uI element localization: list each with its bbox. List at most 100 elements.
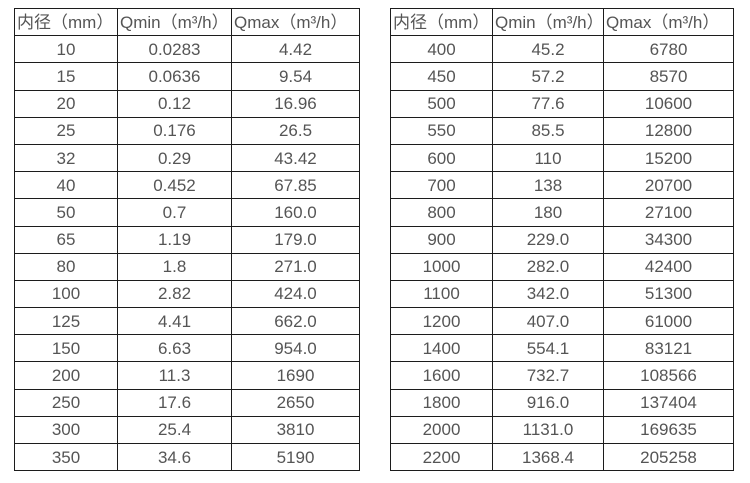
table-cell: 0.0283 (117, 35, 232, 64)
table-row: 1600 732.7 108566 (390, 361, 734, 390)
table-cell: 34300 (603, 225, 734, 254)
table-cell: 1.19 (117, 225, 232, 254)
table-row: 150 6.63 954.0 (14, 334, 360, 363)
table-row: 20 0.12 16.96 (14, 89, 360, 118)
table-cell: 43.42 (231, 143, 360, 173)
table-row: 400 45.2 6780 (390, 35, 734, 64)
table-cell: 1400 (390, 334, 493, 363)
table-cell: 27100 (603, 198, 734, 227)
table-row: 15 0.0636 9.54 (14, 62, 360, 91)
table-row: 1800 916.0 137404 (390, 388, 734, 417)
table-cell: 800 (390, 198, 493, 227)
table-row: 600 110 15200 (390, 143, 734, 173)
table-cell: 40 (14, 171, 118, 200)
table-row: 350 34.6 5190 (14, 442, 360, 472)
table-cell: 11.3 (117, 361, 232, 390)
table-cell: 200 (14, 361, 118, 390)
table-cell: 662.0 (231, 307, 360, 336)
table-cell: 10 (14, 35, 118, 64)
table-cell: 150 (14, 334, 118, 363)
table-cell: 2000 (390, 415, 493, 445)
table-row: 32 0.29 43.42 (14, 143, 360, 173)
table-cell: 138 (492, 171, 604, 200)
table-cell: 15200 (603, 143, 734, 173)
column-header-qmax: Qmax（m³/h） (231, 7, 360, 37)
table-cell: 954.0 (231, 334, 360, 363)
table-cell: 137404 (603, 388, 734, 417)
table-cell: 5190 (231, 442, 360, 472)
table-row: 1200 407.0 61000 (390, 307, 734, 336)
table-cell: 108566 (603, 361, 734, 390)
table-cell: 16.96 (231, 89, 360, 118)
table-cell: 85.5 (492, 116, 604, 145)
table-cell: 12800 (603, 116, 734, 145)
table-row: 2200 1368.4 205258 (390, 442, 734, 472)
table-row: 40 0.452 67.85 (14, 171, 360, 200)
table-cell: 45.2 (492, 35, 604, 64)
column-header-qmin: Qmin（m³/h） (117, 7, 232, 37)
table-cell: 32 (14, 143, 118, 173)
table-row: 800 180 27100 (390, 198, 734, 227)
table-cell: 271.0 (231, 252, 360, 281)
table-cell: 400 (390, 35, 493, 64)
table-row: 50 0.7 160.0 (14, 198, 360, 227)
table-cell: 2650 (231, 388, 360, 417)
table-row: 1400 554.1 83121 (390, 334, 734, 363)
table-cell: 3810 (231, 415, 360, 445)
table-cell: 57.2 (492, 62, 604, 91)
header-row: 内径（mm） Qmin（m³/h） Qmax（m³/h） (390, 7, 734, 37)
column-header-diameter: 内径（mm） (390, 7, 493, 37)
table-cell: 450 (390, 62, 493, 91)
table-cell: 169635 (603, 415, 734, 445)
table-row: 250 17.6 2650 (14, 388, 360, 417)
table-row: 10 0.0283 4.42 (14, 35, 360, 64)
spec-table-large: 内径（mm） Qmin（m³/h） Qmax（m³/h） 400 45.2 6780… (390, 7, 734, 472)
table-cell: 600 (390, 143, 493, 173)
table-cell: 300 (14, 415, 118, 445)
table-cell: 1368.4 (492, 442, 604, 472)
table-cell: 25.4 (117, 415, 232, 445)
table-cell: 67.85 (231, 171, 360, 200)
table-cell: 80 (14, 252, 118, 281)
table-row: 1000 282.0 42400 (390, 252, 734, 281)
table-cell: 342.0 (492, 279, 604, 309)
table-cell: 229.0 (492, 225, 604, 254)
table-cell: 1800 (390, 388, 493, 417)
flow-spec-table-small: 内径（mm） Qmin（m³/h） Qmax（m³/h） 10 0.0283 4.4… (14, 7, 360, 472)
table-cell: 1600 (390, 361, 493, 390)
table-cell: 0.29 (117, 143, 232, 173)
table-cell: 0.12 (117, 89, 232, 118)
table-row: 65 1.19 179.0 (14, 225, 360, 254)
table-cell: 0.0636 (117, 62, 232, 91)
table-row: 300 25.4 3810 (14, 415, 360, 445)
header-row: 内径（mm） Qmin（m³/h） Qmax（m³/h） (14, 7, 360, 37)
table-cell: 61000 (603, 307, 734, 336)
table-cell: 0.452 (117, 171, 232, 200)
table-row: 900 229.0 34300 (390, 225, 734, 254)
table-cell: 9.54 (231, 62, 360, 91)
table-cell: 900 (390, 225, 493, 254)
table-cell: 77.6 (492, 89, 604, 118)
table-cell: 700 (390, 171, 493, 200)
column-header-qmin: Qmin（m³/h） (492, 7, 604, 37)
table-cell: 2200 (390, 442, 493, 472)
table-row: 200 11.3 1690 (14, 361, 360, 390)
table-row: 450 57.2 8570 (390, 62, 734, 91)
table-cell: 6.63 (117, 334, 232, 363)
table-cell: 1131.0 (492, 415, 604, 445)
table-row: 2000 1131.0 169635 (390, 415, 734, 445)
table-cell: 51300 (603, 279, 734, 309)
table-cell: 500 (390, 89, 493, 118)
table-cell: 0.7 (117, 198, 232, 227)
table-row: 500 77.6 10600 (390, 89, 734, 118)
table-row: 1100 342.0 51300 (390, 279, 734, 309)
table-cell: 550 (390, 116, 493, 145)
table-cell: 42400 (603, 252, 734, 281)
table-cell: 179.0 (231, 225, 360, 254)
table-cell: 1200 (390, 307, 493, 336)
table-cell: 1.8 (117, 252, 232, 281)
table-cell: 205258 (603, 442, 734, 472)
table-cell: 100 (14, 279, 118, 309)
table-header: 内径（mm） Qmin（m³/h） Qmax（m³/h） (14, 7, 360, 37)
table-row: 550 85.5 12800 (390, 116, 734, 145)
